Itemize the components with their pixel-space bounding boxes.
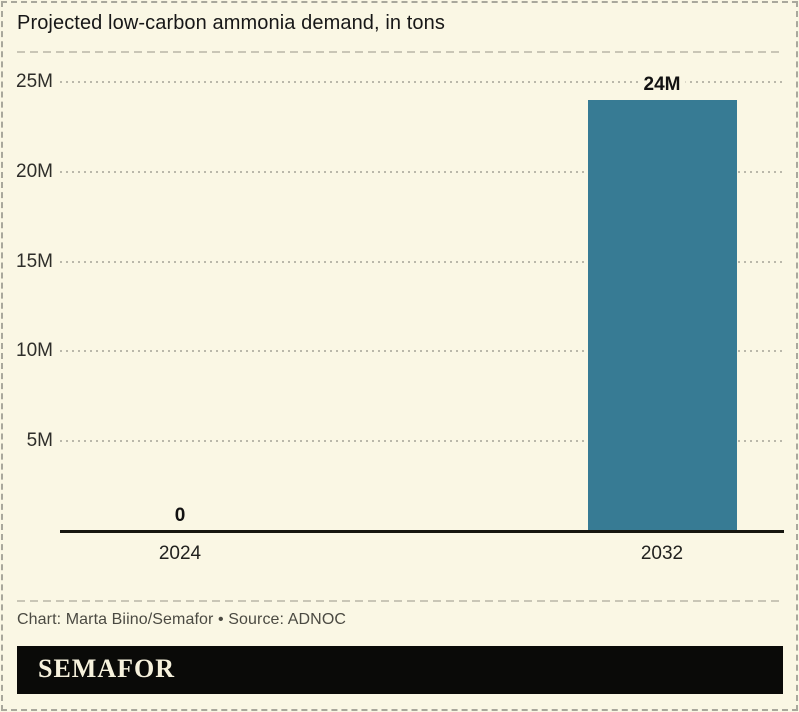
y-tick-label: 10M xyxy=(16,340,53,362)
bar-value-label: 24M xyxy=(638,72,686,97)
y-tick-label: 15M xyxy=(16,250,53,272)
y-gridline xyxy=(60,350,784,353)
y-gridline xyxy=(60,81,784,83)
title-separator xyxy=(17,51,783,53)
y-gridline xyxy=(60,260,784,263)
x-tick-label: 2024 xyxy=(158,543,202,564)
y-tick-label: 25M xyxy=(16,71,53,92)
credit-separator xyxy=(17,600,783,602)
bar-2032 xyxy=(587,99,737,531)
x-axis-line xyxy=(60,530,784,533)
y-gridline xyxy=(60,440,784,443)
y-gridline xyxy=(60,170,784,173)
credit-text: Chart: Marta Biino/Semafor • Source: ADN… xyxy=(17,611,347,628)
bar-value-label: 0 xyxy=(169,504,191,528)
semafor-logo-bar: SEMAFOR xyxy=(17,646,783,694)
chart-title: Projected low-carbon ammonia demand, in … xyxy=(17,12,445,34)
x-tick-label: 2032 xyxy=(640,543,684,564)
semafor-logo-wordmark: SEMAFOR xyxy=(38,654,175,683)
y-tick-label: 5M xyxy=(26,430,53,452)
y-tick-label: 20M xyxy=(16,160,53,182)
